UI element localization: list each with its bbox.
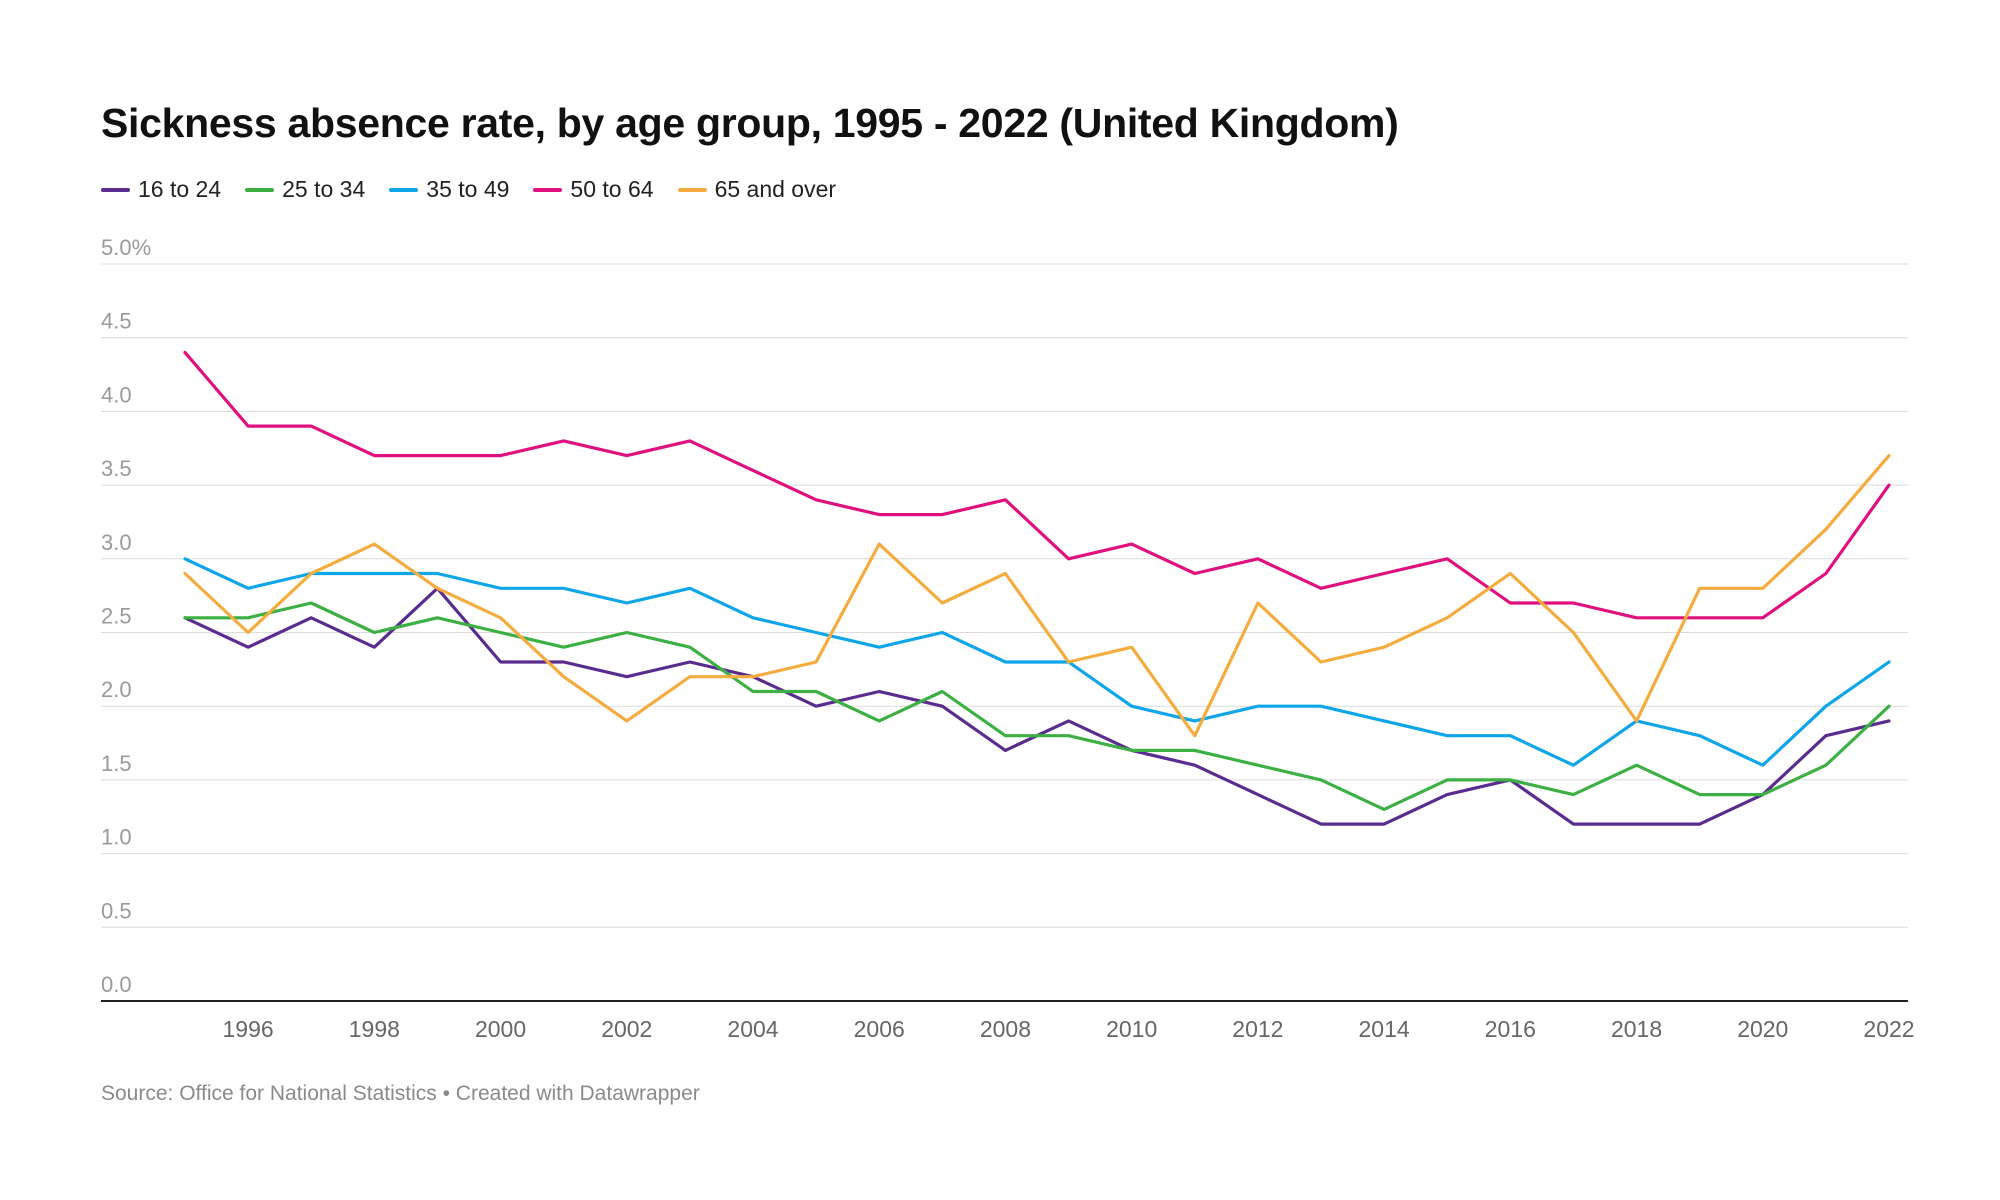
footer-separator: • bbox=[436, 1082, 456, 1105]
credit-text: Created with Datawrapper bbox=[455, 1082, 700, 1105]
x-tick-label: 2012 bbox=[1232, 1016, 1283, 1042]
x-tick-label: 2014 bbox=[1359, 1016, 1410, 1042]
x-tick-label: 2018 bbox=[1611, 1016, 1662, 1042]
y-tick-label: 4.0 bbox=[101, 382, 132, 407]
series-line-35-to-49 bbox=[183, 557, 1891, 767]
chart-title: Sickness absence rate, by age group, 199… bbox=[101, 100, 1399, 146]
footer-source: Source: Office for National Statistics •… bbox=[101, 1082, 700, 1106]
y-tick-label: 1.0 bbox=[101, 825, 132, 850]
legend-item: 16 to 24 bbox=[101, 176, 221, 203]
y-tick-label: 2.5 bbox=[101, 604, 132, 629]
x-tick-label: 2004 bbox=[727, 1016, 778, 1042]
series-line-50-to-64 bbox=[183, 350, 1891, 620]
x-tick-label: 2006 bbox=[854, 1016, 905, 1042]
legend-item: 25 to 34 bbox=[245, 176, 365, 203]
y-tick-label: 2.0 bbox=[101, 677, 132, 702]
y-tick-label: 3.5 bbox=[101, 456, 132, 481]
legend-item: 50 to 64 bbox=[533, 176, 654, 203]
y-axis-ticks: 5.0% 4.5 4.0 3.5 3.0 2.5 2.0 1.5 1.0 0.5 0.0 bbox=[101, 235, 151, 997]
legend-swatch bbox=[245, 187, 275, 192]
x-tick-label: 1998 bbox=[349, 1016, 400, 1042]
x-tick-label: 2002 bbox=[601, 1016, 652, 1042]
y-tick-label: 5.0% bbox=[101, 235, 151, 260]
x-tick-label: 2022 bbox=[1863, 1016, 1914, 1042]
legend-label: 35 to 49 bbox=[426, 176, 510, 202]
y-tick-label: 1.5 bbox=[101, 751, 132, 776]
legend-label: 25 to 34 bbox=[282, 176, 366, 202]
legend-label: 50 to 64 bbox=[570, 176, 654, 202]
legend-label: 65 and over bbox=[714, 176, 837, 202]
legend-swatch bbox=[389, 187, 419, 192]
x-tick-label: 2010 bbox=[1106, 1016, 1157, 1042]
y-tick-label: 3.0 bbox=[101, 530, 132, 555]
x-tick-label: 2000 bbox=[475, 1016, 526, 1042]
legend-swatch bbox=[101, 187, 130, 192]
y-tick-label: 4.5 bbox=[101, 309, 132, 334]
grid-lines bbox=[101, 263, 1908, 928]
chart-legend: 16 to 24 25 to 34 35 to 49 50 to 64 65 and o… bbox=[101, 176, 836, 203]
series-line-65-and-over bbox=[183, 454, 1891, 738]
legend-item: 35 to 49 bbox=[389, 176, 509, 203]
series-line-25-to-34 bbox=[183, 601, 1891, 812]
legend-swatch bbox=[677, 187, 707, 192]
x-tick-label: 2020 bbox=[1737, 1016, 1788, 1042]
series-lines bbox=[183, 350, 1891, 826]
y-tick-label: 0.0 bbox=[101, 972, 132, 997]
legend-swatch bbox=[533, 187, 563, 192]
legend-label: 16 to 24 bbox=[138, 176, 222, 202]
x-axis-ticks: 1996 1998 2000 2002 2004 2006 2008 2010 2012 2014… bbox=[223, 1016, 1915, 1042]
x-tick-label: 1996 bbox=[223, 1016, 274, 1042]
source-text: Source: Office for National Statistics bbox=[101, 1082, 437, 1105]
x-tick-label: 2008 bbox=[980, 1016, 1031, 1042]
y-tick-label: 0.5 bbox=[101, 898, 132, 923]
legend-item: 65 and over bbox=[677, 176, 837, 203]
x-tick-label: 2016 bbox=[1485, 1016, 1536, 1042]
